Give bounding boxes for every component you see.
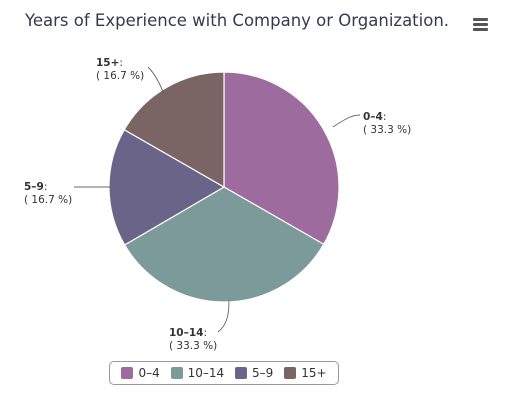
chart-title: Years of Experience with Company or Orga…: [25, 11, 450, 30]
legend-swatch: [235, 367, 248, 379]
legend-swatch: [170, 367, 183, 379]
pie-slice-10-14[interactable]: [123, 186, 325, 303]
legend-item-0-4[interactable]: 0–4: [121, 366, 160, 380]
legend-label: 15+: [301, 366, 327, 380]
legend-item-5-9[interactable]: 5–9: [235, 366, 273, 380]
slice-label: 0–4:: [363, 111, 386, 123]
connector-line: [332, 114, 361, 128]
slice-label: 15+:: [96, 57, 123, 69]
slice-percent-label: ( 33.3 %): [169, 340, 217, 352]
legend-label: 10–14: [187, 366, 225, 380]
hamburger-menu-icon: [473, 18, 488, 21]
slice-percent-label: ( 16.7 %): [96, 70, 144, 82]
pie-slice-15+[interactable]: [123, 71, 225, 189]
slice-percent-label: ( 16.7 %): [24, 194, 72, 206]
chart-legend: 0–4 10–14 5–9 15+: [109, 361, 339, 385]
legend-item-15-plus[interactable]: 15+: [284, 366, 327, 380]
legend-swatch: [121, 367, 134, 379]
connector-line: [147, 66, 166, 98]
legend-label: 0–4: [138, 366, 160, 380]
slice-percent-label: ( 33.3 %): [363, 124, 411, 136]
legend-item-10-14[interactable]: 10–14: [170, 366, 225, 380]
chart-menu-button[interactable]: [468, 13, 492, 37]
slice-label: 5–9:: [24, 181, 47, 193]
legend-label: 5–9: [252, 366, 274, 380]
slice-label: 10–14:: [169, 327, 207, 339]
connector-line: [217, 299, 230, 333]
pie-slice-0-4[interactable]: [223, 71, 340, 246]
legend-swatch: [284, 367, 297, 379]
